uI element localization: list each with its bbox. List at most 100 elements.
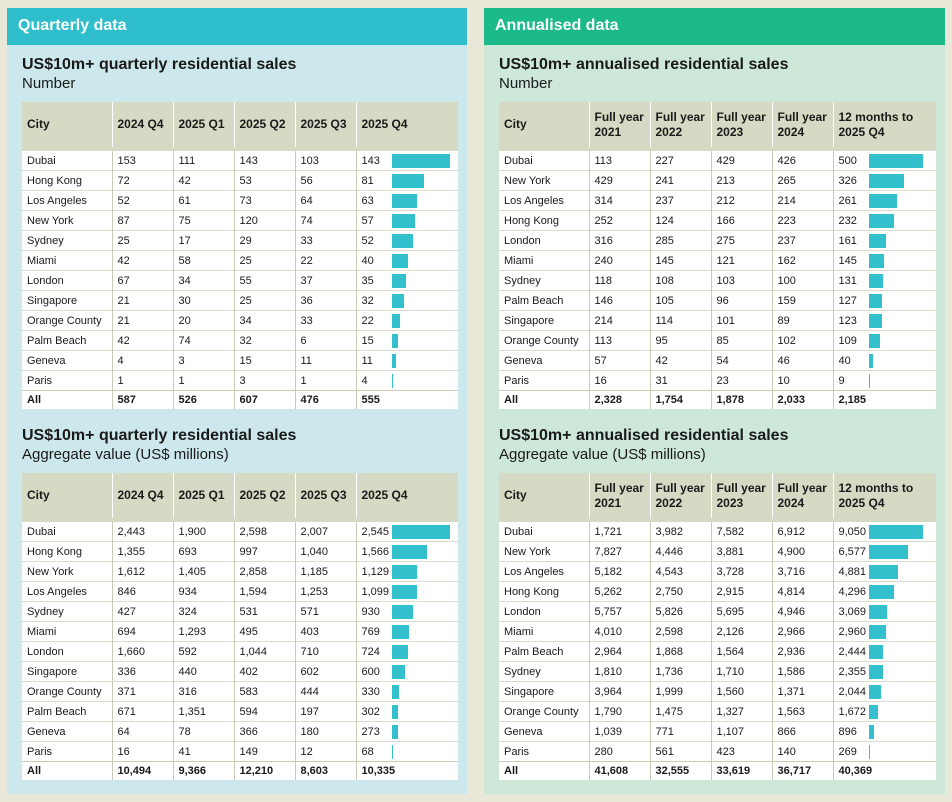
bar-cell: 131 (839, 273, 932, 288)
data-row: Geneva 57 42 54 46 40 (499, 350, 936, 371)
city-cell: Paris (499, 741, 589, 762)
data-row: Dubai 153 111 143 103 143 (22, 147, 458, 171)
value-cell: 1,790 (588, 701, 650, 722)
value-cell: 930 (355, 601, 458, 622)
value-cell: 265 (771, 170, 833, 191)
value-cell: 1,672 (832, 701, 936, 722)
value-cell: 4,881 (832, 561, 936, 582)
value-cell: 2,443 (111, 518, 173, 542)
value-cell: 429 (710, 147, 772, 171)
table-subtitle: Aggregate value (US$ millions) (22, 446, 229, 463)
value-cell: 4,010 (588, 621, 650, 642)
value-cell: 997 (233, 541, 295, 562)
table-section: US$10m+ quarterly residential sales Aggre… (22, 426, 458, 780)
bar (868, 213, 894, 228)
city-cell: Dubai (499, 147, 589, 171)
value-text: 4 (361, 374, 368, 387)
value-cell: 269 (832, 741, 936, 762)
bar (868, 744, 871, 759)
value-text: 68 (361, 745, 374, 758)
value-cell: 275 (710, 230, 772, 251)
value-cell: 5,182 (588, 561, 650, 582)
value-cell: 120 (233, 210, 295, 231)
city-cell: Palm Beach (22, 330, 112, 351)
data-row: Miami 240 145 121 162 145 (499, 250, 936, 271)
value-cell: 143 (233, 147, 295, 171)
value-cell: 232 (832, 210, 936, 231)
city-cell: Los Angeles (22, 581, 112, 602)
value-cell: 273 (355, 721, 458, 742)
data-row: London 5,757 5,826 5,695 4,946 3,069 (499, 601, 936, 622)
value-cell: 68 (355, 741, 458, 762)
bar-cell: 63 (361, 193, 454, 208)
header-row: City 2024 Q4 2025 Q1 2025 Q2 2025 Q3 2025 Q4 (22, 102, 458, 149)
value-cell: 1,040 (294, 541, 356, 562)
data-row: New York 429 241 213 265 326 (499, 170, 936, 191)
value-cell: 20 (172, 310, 234, 331)
column-header: City (22, 473, 112, 520)
bar (391, 624, 410, 639)
value-cell: 4 (355, 370, 458, 391)
city-cell: Los Angeles (499, 190, 589, 211)
value-text: 1,099 (361, 585, 390, 598)
value-cell: 42 (111, 330, 173, 351)
value-cell: 127 (832, 290, 936, 311)
data-row: Orange County 21 20 34 33 22 (22, 310, 458, 331)
city-cell: Paris (22, 741, 112, 762)
bar-cell: 500 (839, 153, 932, 168)
column-header: Full year 2023 (710, 473, 772, 520)
value-cell: 56 (294, 170, 356, 191)
value-cell: 22 (294, 250, 356, 271)
value-text: 63 (361, 194, 374, 207)
value-cell: 1 (172, 370, 234, 391)
bar-cell: 35 (362, 273, 454, 288)
data-row: Sydney 427 324 531 571 930 (22, 601, 458, 622)
data-table: City Full year 2021 Full year 2022 Full yea… (499, 102, 936, 409)
value-cell: 371 (111, 681, 173, 702)
bar-cell: 15 (362, 333, 454, 348)
value-cell: 429 (588, 170, 650, 191)
total-row: All 587 526 607 476 555 (22, 390, 458, 409)
value-text: 273 (361, 725, 380, 738)
value-cell: 403 (294, 621, 356, 642)
bar-cell: 161 (839, 233, 932, 248)
value-cell: 5,826 (649, 601, 711, 622)
total-row: All 2,328 1,754 1,878 2,033 2,185 (499, 390, 936, 409)
bar-cell: 2,545 (362, 524, 454, 539)
city-cell: Singapore (499, 310, 589, 331)
value-cell: 330 (355, 681, 458, 702)
value-cell: 140 (771, 741, 833, 762)
data-row: Geneva 1,039 771 1,107 866 896 (499, 721, 936, 742)
value-text: 930 (361, 605, 380, 618)
value-cell: 214 (771, 190, 833, 211)
city-cell: London (499, 601, 589, 622)
city-cell: Dubai (22, 147, 112, 171)
value-cell: 769 (355, 621, 458, 642)
data-row: Miami 4,010 2,598 2,126 2,966 2,960 (499, 621, 936, 642)
value-cell: 896 (832, 721, 936, 742)
value-cell: 1,586 (771, 661, 833, 682)
bar (391, 293, 405, 308)
value-cell: 67 (111, 270, 173, 291)
data-row: Los Angeles 5,182 4,543 3,728 3,716 4,881 (499, 561, 936, 582)
bar-cell: 326 (839, 173, 932, 188)
total-cell: 12,210 (233, 761, 295, 780)
value-cell: 316 (588, 230, 650, 251)
data-row: Miami 42 58 25 22 40 (22, 250, 458, 271)
city-cell: Miami (499, 621, 589, 642)
value-cell: 34 (233, 310, 295, 331)
bar (868, 524, 923, 539)
table-title: US$10m+ quarterly residential sales (22, 56, 297, 73)
value-text: 269 (838, 745, 857, 758)
value-cell: 103 (710, 270, 772, 291)
data-row: Paris 280 561 423 140 269 (499, 741, 936, 762)
bar (868, 544, 908, 559)
data-row: Geneva 4 3 15 11 11 (22, 350, 458, 371)
data-row: Singapore 3,964 1,999 1,560 1,371 2,044 (499, 681, 936, 702)
bar-cell: 9 (839, 373, 932, 388)
value-cell: 96 (710, 290, 772, 311)
data-row: Hong Kong 252 124 166 223 232 (499, 210, 936, 231)
total-cell: All (22, 390, 112, 409)
value-cell: 15 (355, 330, 458, 351)
value-cell: 444 (294, 681, 356, 702)
